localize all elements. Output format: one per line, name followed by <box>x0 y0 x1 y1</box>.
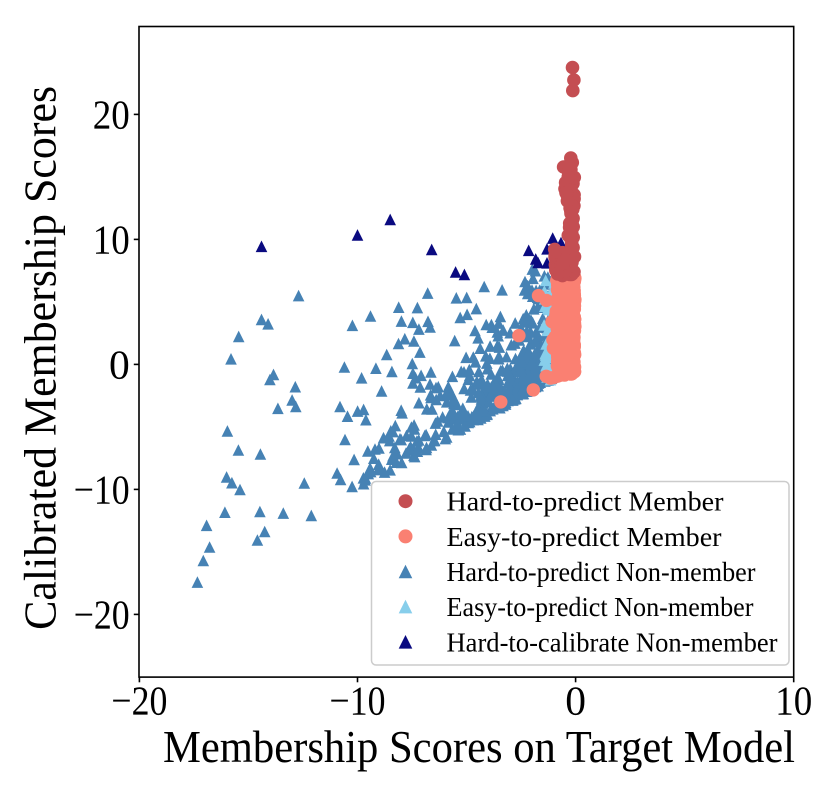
svg-text:Calibrated Membership Scores: Calibrated Membership Scores <box>15 86 66 630</box>
svg-text:−20: −20 <box>74 591 130 637</box>
svg-text:20: 20 <box>93 91 130 137</box>
svg-text:Easy-to-predict Non-member: Easy-to-predict Non-member <box>447 592 754 622</box>
svg-text:Hard-to-calibrate Non-member: Hard-to-calibrate Non-member <box>447 627 778 657</box>
svg-text:Hard-to-predict Non-member: Hard-to-predict Non-member <box>447 557 756 587</box>
svg-text:0: 0 <box>565 678 586 724</box>
svg-text:−10: −10 <box>74 466 130 512</box>
svg-text:−20: −20 <box>111 678 167 724</box>
svg-text:0: 0 <box>109 341 130 387</box>
svg-text:10: 10 <box>775 678 812 724</box>
svg-text:Easy-to-predict Member: Easy-to-predict Member <box>447 522 722 552</box>
svg-text:Membership Scores on Target Mo: Membership Scores on Target Model <box>163 721 795 772</box>
svg-text:10: 10 <box>93 216 130 262</box>
svg-text:−10: −10 <box>330 678 386 724</box>
svg-text:Hard-to-predict Member: Hard-to-predict Member <box>447 487 724 517</box>
